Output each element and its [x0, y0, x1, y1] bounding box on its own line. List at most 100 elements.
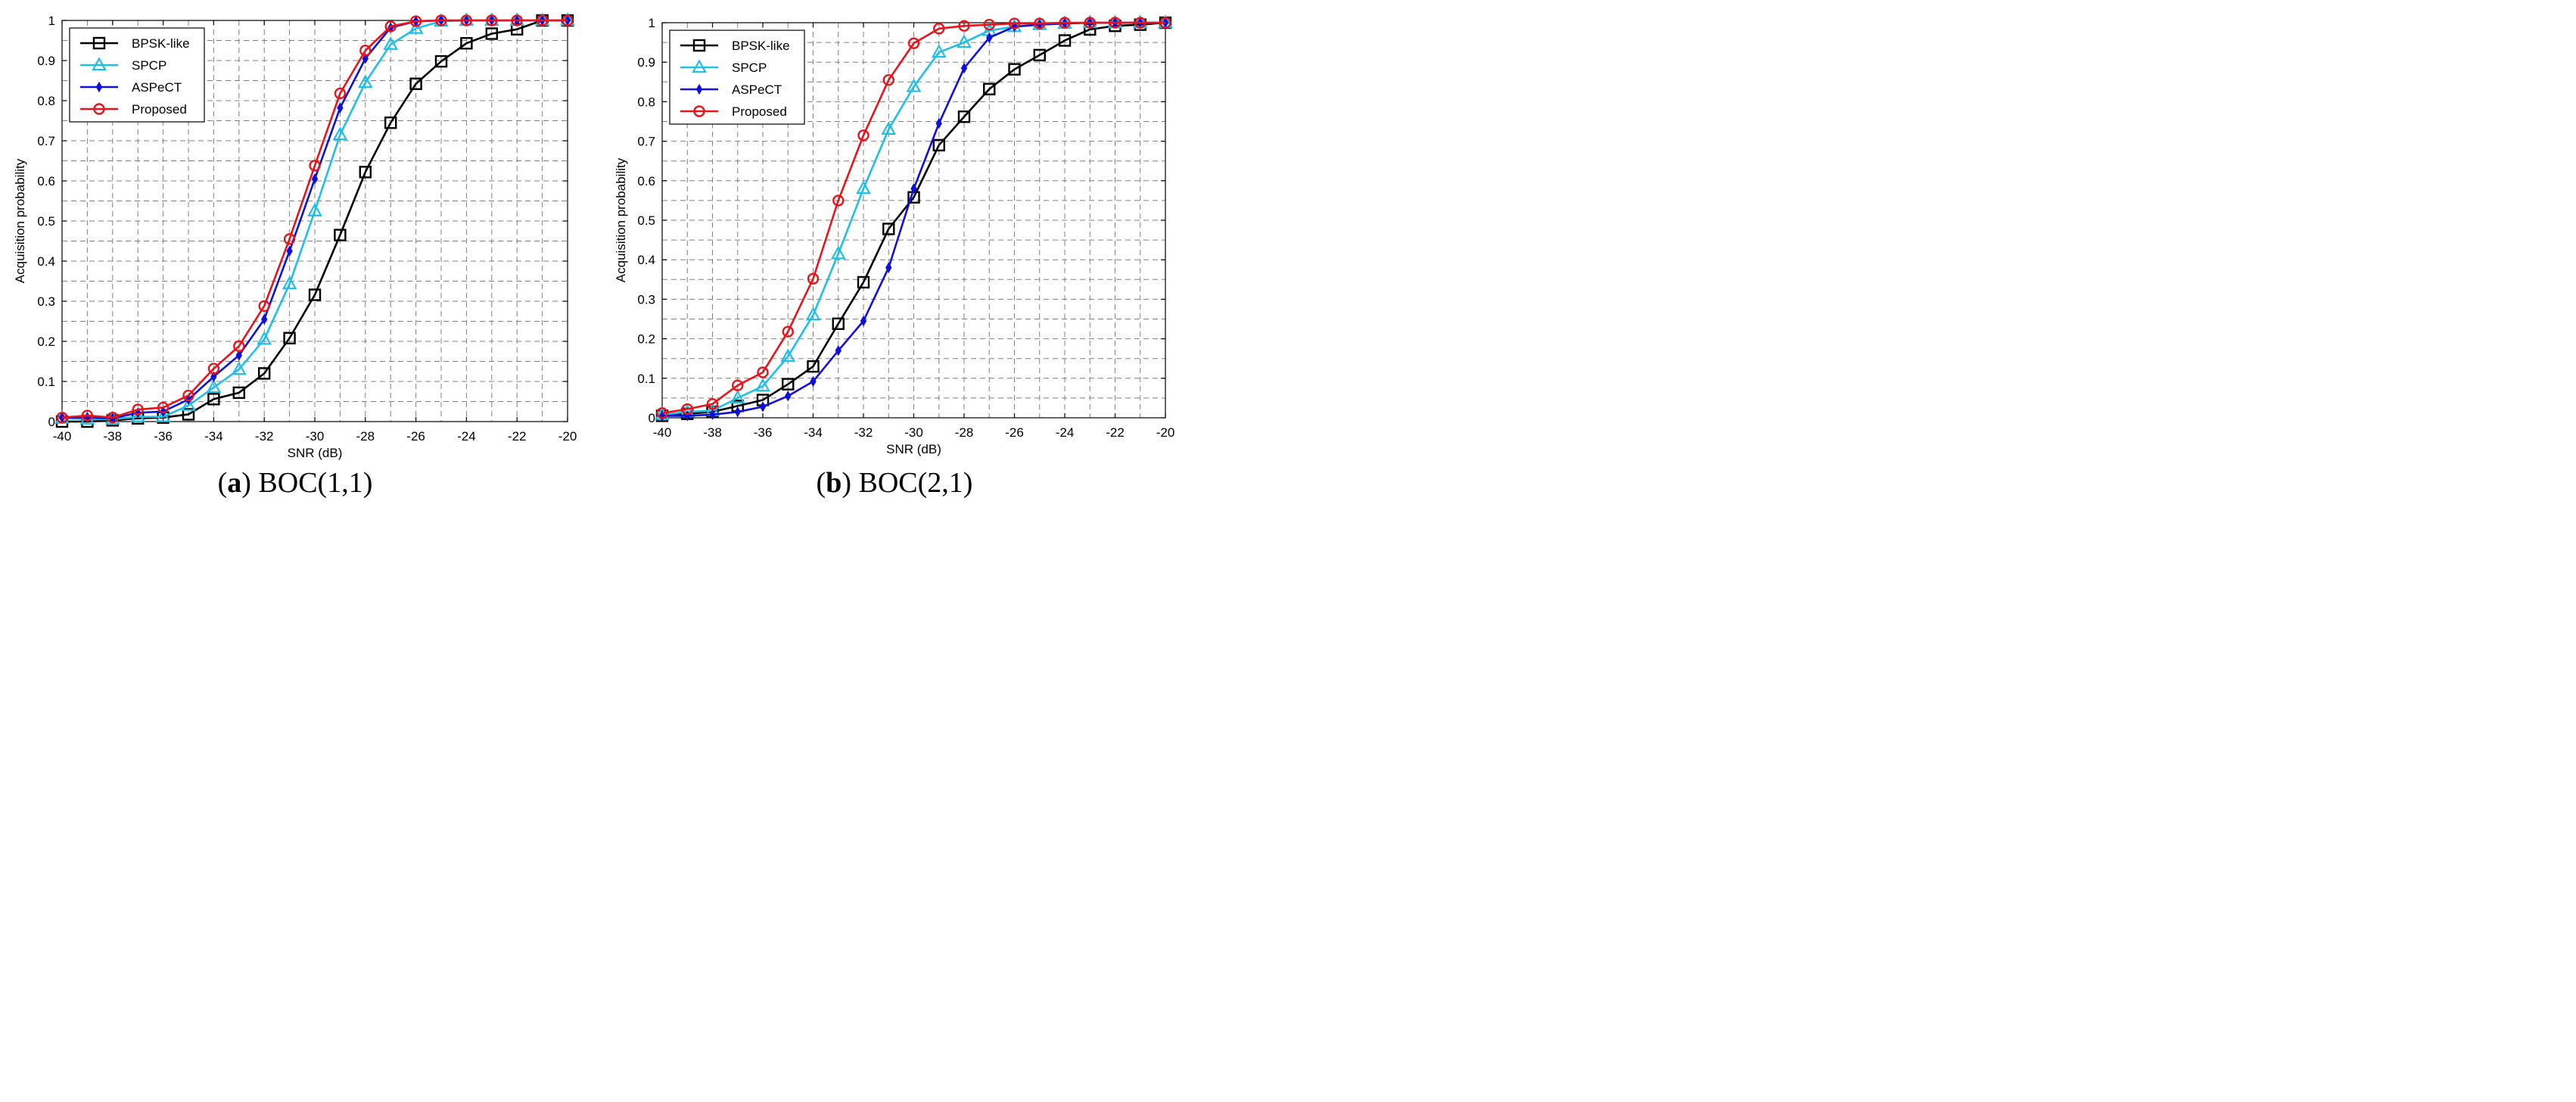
- data-point: [181, 397, 196, 411]
- data-point: [1008, 17, 1021, 30]
- data-point: [830, 245, 846, 260]
- data-point: [460, 37, 473, 50]
- caption-paren-close: ): [241, 467, 258, 499]
- series-line: [661, 21, 1166, 417]
- x-tick-label: -30: [306, 429, 325, 444]
- x-tick-label: -32: [854, 425, 873, 440]
- data-point: [734, 406, 741, 418]
- data-point: [759, 401, 767, 412]
- caption-paren-close: ): [842, 467, 858, 499]
- data-point: [885, 262, 892, 273]
- data-point: [359, 45, 372, 57]
- caption-letter: b: [826, 467, 842, 499]
- x-tick-label: -36: [754, 425, 773, 440]
- data-point: [785, 391, 792, 402]
- y-tick-label: 0.6: [637, 174, 655, 188]
- data-point: [1109, 17, 1122, 29]
- x-tick-label: -30: [904, 425, 923, 440]
- data-point: [757, 366, 769, 378]
- data-point: [562, 14, 574, 26]
- data-point: [334, 87, 347, 100]
- data-point: [857, 276, 870, 289]
- data-point: [207, 363, 220, 375]
- data-point: [860, 315, 867, 327]
- y-tick-label: 0.8: [37, 94, 55, 108]
- y-axis-label: Acquisition probability: [13, 158, 27, 283]
- data-point: [1058, 34, 1072, 47]
- legend-item: SPCP: [680, 59, 767, 75]
- x-axis: -40 -38 -36 -34 -32 -30 -28 -26 -24 -22 -20: [53, 20, 577, 444]
- data-point: [307, 202, 322, 216]
- y-tick-label: 0.3: [37, 294, 55, 309]
- series-line: [661, 21, 1165, 415]
- data-point: [856, 180, 871, 195]
- legend-label: Proposed: [732, 104, 787, 119]
- legend-label: Proposed: [132, 102, 187, 117]
- x-tick-label: -28: [955, 425, 974, 440]
- data-point: [383, 36, 399, 50]
- series-line: [62, 19, 568, 423]
- data-point: [282, 276, 297, 290]
- data-point: [206, 379, 222, 394]
- data-point: [832, 195, 845, 207]
- data-point: [81, 409, 94, 422]
- data-point: [56, 412, 68, 424]
- data-point: [1008, 63, 1021, 76]
- legend-marker: [695, 83, 703, 95]
- y-tick-label: 0.5: [37, 214, 55, 229]
- data-point: [957, 34, 972, 48]
- y-tick-label: 0.5: [637, 213, 655, 228]
- legend-marker: [92, 36, 106, 50]
- y-tick-label: 0.2: [637, 332, 655, 347]
- data-point: [435, 14, 447, 26]
- panel-caption: (a) BOC(1,1): [218, 467, 373, 499]
- x-tick-label: -26: [1005, 425, 1024, 440]
- data-point: [656, 407, 668, 419]
- panel-caption: (b) BOC(2,1): [817, 467, 973, 499]
- legend-marker: [93, 103, 105, 115]
- data-point: [185, 394, 192, 406]
- data-point: [232, 386, 245, 400]
- legend-item: BPSK-like: [680, 39, 790, 53]
- y-tick-label: 0.4: [637, 253, 655, 267]
- y-tick-label: 0.6: [37, 174, 55, 188]
- legend-marker: [95, 81, 103, 93]
- chart-panel-a: -40 -38 -36 -34 -32 -30 -28 -26 -24 -22 -20 0 0.1 0.2…: [13, 12, 577, 499]
- data-point: [182, 389, 194, 402]
- data-point: [832, 317, 845, 330]
- data-point: [755, 378, 770, 392]
- data-point: [485, 27, 498, 40]
- data-point: [706, 398, 719, 410]
- data-point: [960, 62, 968, 74]
- data-point: [881, 121, 897, 135]
- data-point: [308, 288, 322, 301]
- data-point: [409, 15, 422, 27]
- data-point: [334, 229, 347, 241]
- x-tick-label: -40: [653, 425, 672, 440]
- caption-letter: a: [227, 467, 241, 499]
- data-point: [1159, 17, 1171, 29]
- y-tick-label: 0.9: [37, 54, 55, 68]
- data-point: [882, 73, 894, 86]
- x-tick-label: -20: [1156, 425, 1175, 440]
- legend-label: ASPeCT: [132, 80, 182, 95]
- legend-label: BPSK-like: [732, 39, 790, 53]
- x-axis: -40 -38 -36 -34 -32 -30 -28 -26 -24 -22 -20: [653, 23, 1175, 440]
- data-point: [1033, 48, 1046, 62]
- y-tick-label: 0: [48, 415, 55, 429]
- data-point: [160, 406, 166, 417]
- data-point: [931, 44, 947, 58]
- legend-item: BPSK-like: [80, 36, 190, 51]
- data-point: [957, 111, 971, 123]
- data-point: [730, 390, 745, 404]
- legend-marker: [692, 59, 707, 73]
- data-point: [311, 173, 319, 185]
- data-point: [337, 102, 344, 114]
- data-point: [810, 375, 817, 388]
- data-point: [434, 54, 448, 68]
- data-point: [283, 233, 296, 245]
- x-tick-label: -38: [703, 425, 722, 440]
- y-tick-label: 0.2: [37, 335, 55, 349]
- y-axis-label: Acquisition probability: [614, 157, 628, 282]
- data-point: [986, 32, 993, 44]
